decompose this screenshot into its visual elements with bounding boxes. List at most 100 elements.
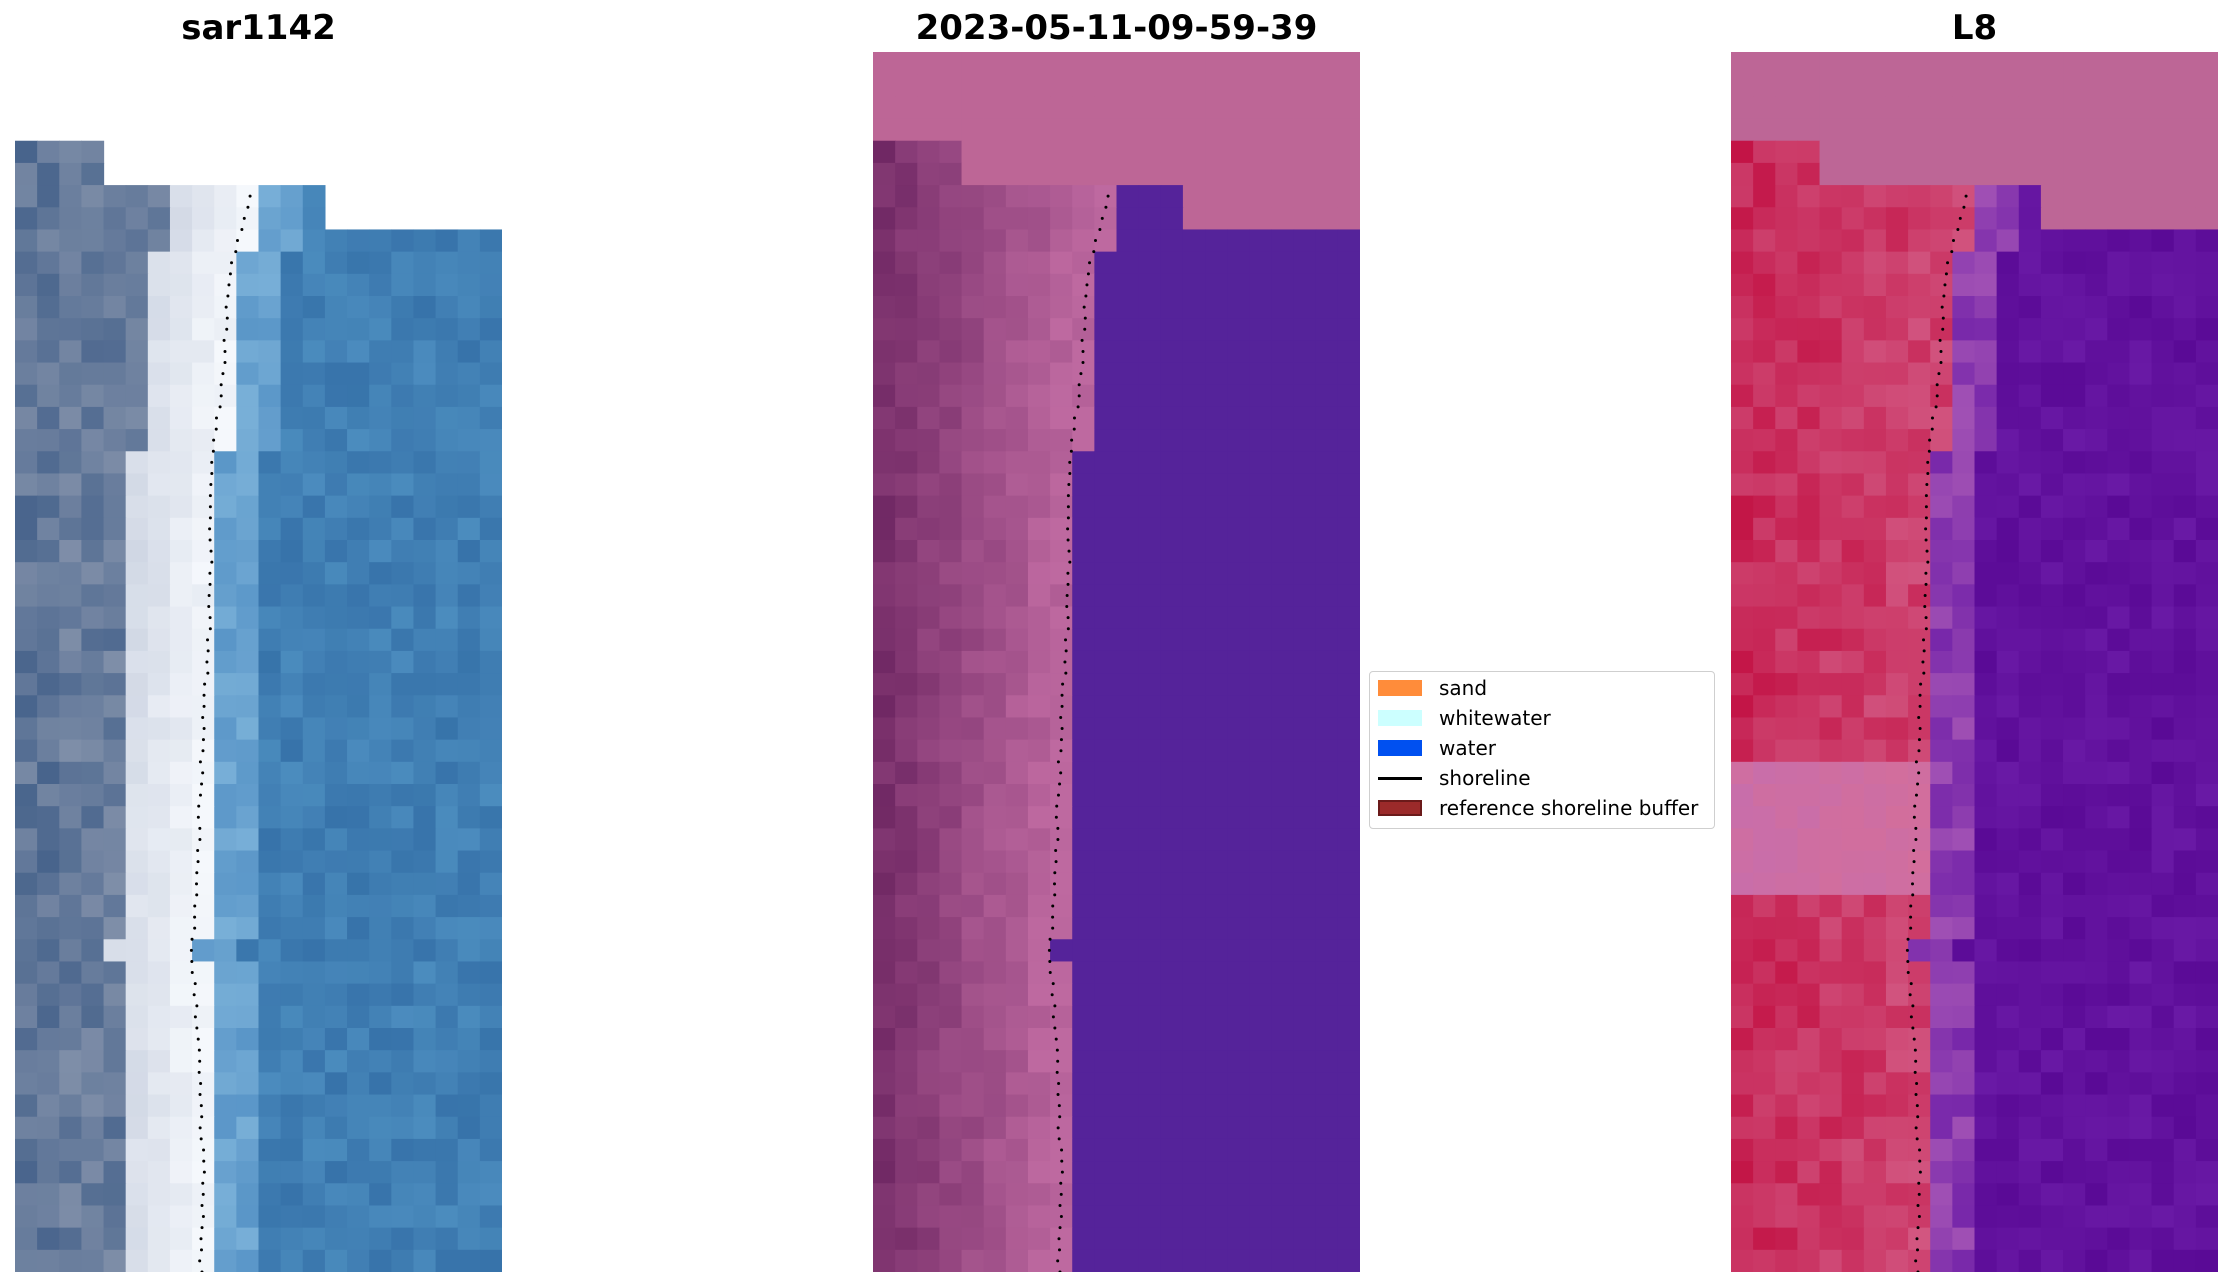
shoreline-dot: [1909, 915, 1913, 919]
rgb-pixel: [413, 628, 437, 652]
index-land-pixel: [1885, 894, 1909, 918]
index-land-pixel: [1863, 540, 1887, 563]
rgb-pixel: [258, 606, 282, 630]
shoreline-dot: [1053, 871, 1057, 875]
index-transition-pixel: [1952, 1249, 1976, 1272]
water-pixel: [1182, 1138, 1206, 1162]
rgb-pixel: [479, 673, 502, 696]
rgb-pixel: [391, 429, 415, 452]
index-land-pixel: [1930, 251, 1953, 275]
index-water-pixel: [1974, 961, 1998, 985]
index-land-pixel: [1797, 1249, 1821, 1272]
shoreline-dot: [193, 915, 197, 919]
index-land-pixel: [1819, 673, 1843, 696]
index-water-pixel: [1996, 1205, 2020, 1229]
rgb-pixel: [103, 806, 127, 829]
rgb-pixel: [391, 584, 415, 608]
rgb-pixel: [81, 251, 105, 275]
rgb-pixel: [37, 584, 60, 608]
shoreline-dot: [1923, 605, 1927, 609]
water-pixel: [1138, 628, 1162, 652]
index-water-pixel: [1974, 1094, 1998, 1118]
rgb-pixel: [280, 828, 304, 852]
rgb-pixel: [125, 1138, 149, 1162]
shoreline-dot: [1937, 372, 1941, 376]
rgb-pixel: [59, 162, 83, 186]
water-pixel: [1249, 628, 1273, 652]
water-pixel: [1271, 1094, 1295, 1118]
rgb-pixel: [81, 162, 105, 186]
water-pixel: [1337, 761, 1360, 785]
land-pixel: [895, 1249, 918, 1272]
index-water-pixel: [2173, 473, 2197, 497]
rgb-pixel: [391, 1161, 415, 1184]
water-pixel: [1205, 872, 1228, 896]
index-land-pixel: [1797, 1138, 1821, 1162]
rgb-pixel: [169, 406, 193, 430]
water-pixel: [1205, 318, 1228, 341]
index-water-pixel: [2173, 340, 2197, 364]
rgb-pixel: [81, 628, 105, 652]
water-pixel: [1138, 296, 1162, 319]
land-pixel: [1005, 717, 1029, 741]
index-water-pixel: [1996, 961, 2020, 985]
index-water-pixel: [2063, 540, 2086, 563]
land-pixel: [895, 806, 918, 829]
rgb-pixel: [302, 318, 326, 341]
land-pixel: [961, 207, 985, 231]
land-pixel: [873, 828, 896, 852]
rgb-pixel: [258, 207, 282, 231]
index-water-pixel: [2107, 650, 2131, 674]
nodata-pixel: [1819, 140, 1843, 164]
index-transition-pixel: [1952, 806, 1976, 829]
legend-label-sand: sand: [1439, 676, 1488, 700]
index-water-pixel: [2040, 1005, 2064, 1029]
land-pixel: [1027, 1183, 1051, 1207]
land-pixel: [939, 894, 963, 918]
rgb-pixel: [236, 1249, 260, 1272]
rgb-pixel: [435, 1249, 459, 1272]
rgb-pixel: [59, 1116, 83, 1140]
index-land-pixel: [1841, 584, 1865, 608]
nodata-pixel: [1227, 207, 1250, 231]
water-pixel: [1160, 1116, 1184, 1140]
rgb-pixel: [81, 761, 105, 785]
index-land-pixel: [1775, 606, 1799, 630]
rgb-pixel: [103, 695, 127, 719]
water-pixel: [1160, 251, 1184, 275]
rgb-pixel: [324, 1050, 348, 1073]
index-water-pixel: [2173, 1005, 2197, 1029]
rgb-pixel: [15, 384, 38, 408]
rgb-pixel: [103, 229, 127, 253]
index-water-pixel: [2040, 517, 2064, 541]
rgb-pixel: [479, 562, 502, 585]
water-pixel: [1138, 362, 1162, 386]
index-land-pixel: [1885, 185, 1909, 208]
rgb-pixel: [81, 318, 105, 341]
index-land-pixel: [1885, 340, 1909, 364]
rgb-pixel: [435, 1227, 459, 1251]
index-water-pixel: [2018, 806, 2042, 829]
rgb-pixel: [214, 451, 237, 475]
rgb-pixel: [302, 784, 326, 807]
water-pixel: [1337, 562, 1360, 585]
shoreline-dot: [199, 1248, 203, 1252]
water-pixel: [1205, 784, 1228, 807]
water-pixel: [1271, 872, 1295, 896]
nodata-pixel: [1731, 118, 1754, 142]
nodata-pixel: [1775, 52, 1799, 75]
nodata-pixel: [961, 74, 985, 97]
land-pixel: [983, 207, 1007, 231]
nodata-pixel: [1293, 207, 1317, 231]
rgb-pixel: [103, 584, 127, 608]
rgb-pixel: [280, 1094, 304, 1118]
rgb-pixel: [147, 1183, 171, 1207]
shoreline-dot: [199, 1104, 203, 1108]
water-pixel: [1337, 251, 1360, 275]
nodata-pixel: [2129, 74, 2153, 97]
index-water-pixel: [2195, 584, 2218, 608]
water-pixel: [1271, 251, 1295, 275]
water-pixel: [1271, 1005, 1295, 1029]
index-land-pixel: [1908, 473, 1931, 497]
rgb-pixel: [15, 1005, 38, 1029]
